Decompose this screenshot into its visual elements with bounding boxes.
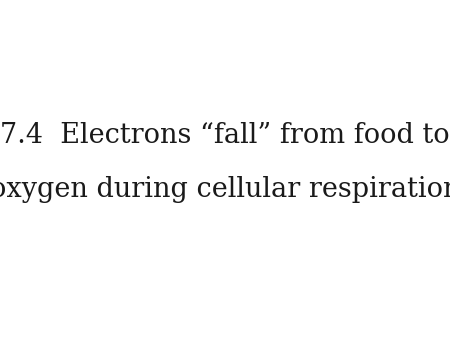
Text: oxygen during cellular respiration: oxygen during cellular respiration	[0, 176, 450, 203]
Text: 7.4  Electrons “fall” from food to: 7.4 Electrons “fall” from food to	[0, 122, 450, 149]
